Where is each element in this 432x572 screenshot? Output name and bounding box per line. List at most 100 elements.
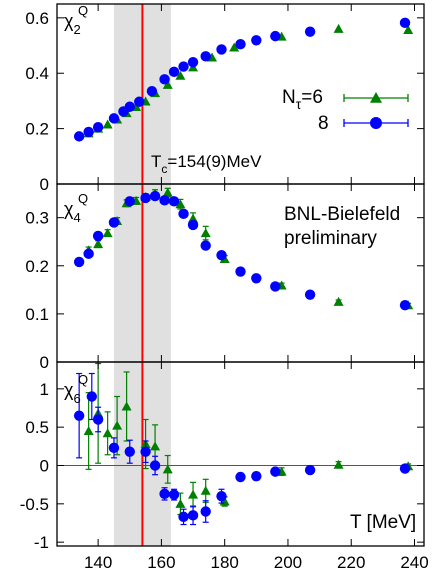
- chi6-ylabel: χ6: [64, 380, 81, 406]
- collaboration-label: BNL-Bielefeld: [284, 204, 400, 225]
- x-tick-label: 180: [210, 553, 238, 572]
- data-point-circle: [187, 510, 199, 521]
- data-point-circle: [73, 256, 85, 268]
- data-point-circle: [83, 248, 94, 259]
- data-point-circle: [235, 38, 246, 50]
- data-point-circle: [399, 463, 411, 474]
- data-point-circle: [140, 192, 151, 204]
- data-point-circle: [270, 466, 281, 477]
- chi2-ylabel-sup: Q: [78, 3, 88, 18]
- data-point-circle: [159, 74, 170, 85]
- data-point-circle: [149, 190, 161, 202]
- chi2-ylabel: χ2: [64, 11, 81, 37]
- data-point-circle: [399, 300, 411, 311]
- y-tick-label: 0.6: [25, 9, 49, 28]
- y-tick-label: 0.2: [25, 120, 49, 139]
- data-point-circle: [399, 17, 411, 29]
- data-point-triangle: [229, 42, 240, 52]
- y-tick-label: 0.5: [25, 418, 49, 437]
- data-point-triangle: [175, 70, 186, 80]
- data-point-circle: [168, 66, 180, 78]
- x-tick-label: 160: [147, 553, 175, 572]
- data-point-circle: [235, 266, 246, 277]
- legend-title: Nτ=6: [282, 87, 323, 112]
- data-point-circle: [187, 56, 199, 68]
- data-point-circle: [304, 289, 316, 300]
- data-point-circle: [124, 101, 135, 112]
- data-point-triangle: [93, 239, 104, 249]
- data-point-triangle: [112, 420, 123, 430]
- panel-frame: [56, 361, 425, 547]
- data-point-circle: [108, 113, 120, 124]
- data-point-circle: [134, 96, 145, 107]
- legend-second-label: 8: [318, 113, 329, 134]
- data-point-triangle: [175, 199, 186, 209]
- data-point-triangle: [102, 228, 113, 238]
- chi4-ylabel: χ4: [64, 199, 81, 225]
- data-point-triangle: [333, 296, 344, 306]
- data-point-circle: [146, 86, 158, 97]
- data-point-triangle: [121, 401, 132, 411]
- data-point-circle: [200, 51, 211, 62]
- data-point-triangle: [162, 464, 173, 474]
- legend-marker-triangle: [343, 92, 409, 103]
- y-tick-label: -0.5: [20, 495, 49, 514]
- chi4-ylabel-sup: Q: [78, 191, 88, 206]
- data-point-triangle: [162, 187, 173, 197]
- y-tick-label: 0: [40, 457, 49, 476]
- data-point-circle: [216, 490, 227, 502]
- y-tick-label: 1: [40, 380, 49, 399]
- data-point-circle: [216, 250, 227, 261]
- data-point-circle: [251, 471, 262, 482]
- y-tick-label: 0: [40, 175, 49, 194]
- data-point-circle: [159, 195, 170, 206]
- data-point-circle: [200, 240, 211, 251]
- x-axis-label: T [MeV]: [350, 512, 416, 533]
- data-point-triangle: [200, 485, 211, 495]
- data-point-triangle: [102, 119, 113, 129]
- legend-triangle: [370, 92, 382, 103]
- data-point-triangle: [102, 428, 113, 438]
- data-point-circle: [73, 410, 85, 421]
- data-point-circle: [168, 196, 180, 207]
- data-point-circle: [304, 26, 316, 37]
- x-tick-label: 240: [400, 553, 428, 572]
- y-tick-label: -1: [34, 533, 49, 552]
- data-point-circle: [216, 44, 227, 55]
- chi6-ylabel-sup: Q: [78, 372, 88, 387]
- data-point-circle: [83, 126, 94, 138]
- data-point-circle: [178, 208, 189, 220]
- data-point-circle: [159, 488, 170, 500]
- data-point-circle: [108, 442, 120, 454]
- data-point-circle: [86, 391, 98, 402]
- data-point-circle: [251, 273, 262, 284]
- data-layer: [73, 17, 414, 526]
- x-tick-label: 200: [274, 553, 302, 572]
- data-point-circle: [168, 489, 180, 500]
- x-tick-label: 140: [84, 553, 112, 572]
- data-point-circle: [73, 131, 85, 142]
- y-tick-label: 0.2: [25, 257, 49, 276]
- tc-annotation: Tc=154(9)MeV: [151, 152, 262, 176]
- legend-marker-circle: [343, 117, 409, 129]
- x-tick-label: 220: [337, 553, 365, 572]
- preliminary-label: preliminary: [284, 228, 377, 249]
- ticks-layer: 0 0.2 0.4 0.6 0 0.1 0.2 0.3 -1 -0.5 0 0.5 1 140 160 180…: [20, 4, 429, 572]
- frames-layer: [56, 3, 425, 547]
- data-point-circle: [178, 61, 189, 72]
- y-tick-label: 0: [40, 353, 49, 372]
- data-point-triangle: [83, 426, 94, 435]
- y-tick-label: 0.3: [25, 209, 49, 228]
- data-point-circle: [178, 511, 189, 523]
- y-tick-label: 0.4: [25, 64, 49, 83]
- data-point-circle: [149, 460, 161, 471]
- data-point-triangle: [333, 23, 344, 33]
- data-point-circle: [235, 471, 246, 483]
- y-tick-label: 0.1: [25, 305, 49, 324]
- data-point-triangle: [175, 498, 186, 508]
- data-point-circle: [140, 446, 151, 457]
- data-point-triangle: [200, 228, 211, 238]
- data-point-circle: [124, 196, 135, 207]
- data-point-circle: [270, 281, 281, 292]
